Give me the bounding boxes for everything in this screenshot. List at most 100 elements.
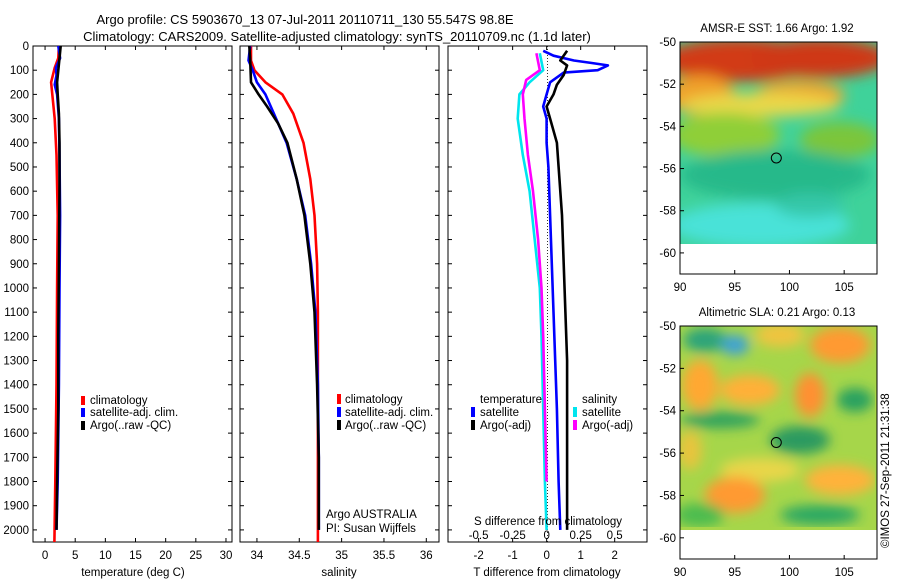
legend-label-climatology: climatology xyxy=(90,395,148,407)
sst-map-frame xyxy=(679,41,878,275)
depth-tick-label: 1200 xyxy=(3,331,29,343)
x-tick-label: 15 xyxy=(129,550,142,562)
figure-title-line-1: Argo profile: CS 5903670_13 07-Jul-2011 … xyxy=(96,12,513,27)
difference-panel: -2 -1 0 1 2 -0.5 -0.25 0 0.25 0.5 temperature sa… xyxy=(447,45,648,579)
depth-tick-label: 1400 xyxy=(3,380,29,392)
series-line-salinity-satellite xyxy=(516,53,548,530)
x-tick-label: 35 xyxy=(335,550,348,562)
x-tick-label: 0 xyxy=(543,550,549,562)
depth-tick-label: 900 xyxy=(10,259,29,271)
depth-tick-label: 1800 xyxy=(3,477,29,489)
float-position-marker xyxy=(770,437,782,448)
x-tick-label: -1 xyxy=(508,550,518,562)
map-lat-label: -58 xyxy=(659,490,676,502)
temperature-series xyxy=(49,45,62,543)
map-lon-label: 105 xyxy=(835,567,854,579)
x-tick-label: 1 xyxy=(577,550,583,562)
salinity-x-label: salinity xyxy=(321,567,356,579)
map-lon-label: 100 xyxy=(780,282,799,294)
depth-tick-label: 1100 xyxy=(4,307,29,319)
temperature-panel: 0100200300400500600700800900100011001200… xyxy=(3,41,233,579)
depth-tick-label: 1900 xyxy=(3,501,29,513)
depth-tick-label: 100 xyxy=(10,65,29,77)
map-lat-label: -58 xyxy=(659,206,676,218)
t-difference-label: T difference from climatology xyxy=(473,567,620,579)
x-tick-label: 20 xyxy=(159,550,172,562)
legend-title-salinity: salinity xyxy=(582,394,617,406)
map-lon-label: 90 xyxy=(674,282,687,294)
x-tick-label: 30 xyxy=(220,550,233,562)
legend-label-argo: Argo(..raw -QC) xyxy=(90,420,171,432)
legend-swatch-climatology xyxy=(81,396,85,405)
s-tick-label: -0.25 xyxy=(500,530,526,542)
x-tick-label: 10 xyxy=(99,550,112,562)
map-lat-label: -54 xyxy=(659,406,676,418)
map-lat-label: -54 xyxy=(659,121,676,133)
difference-legend: temperature satellite Argo(-adj) salinit… xyxy=(471,394,633,432)
sst-map-title: AMSR-E SST: 1.66 Argo: 1.92 xyxy=(700,23,853,35)
x-tick-label: 36 xyxy=(420,550,433,562)
s-difference-label: S difference from climatology xyxy=(474,516,622,528)
depth-tick-label: 0 xyxy=(23,41,29,53)
map-lat-label: -50 xyxy=(659,321,676,333)
map-lon-label: 95 xyxy=(728,282,741,294)
depth-tick-label: 2000 xyxy=(3,525,29,537)
s-tick-label: 0 xyxy=(543,530,549,542)
salinity-depth-ticks xyxy=(240,45,439,531)
principal-investigator-annotation: PI: Susan Wijffels xyxy=(326,523,416,535)
legend-label-t-satellite: satellite xyxy=(480,407,519,419)
legend-swatch-t-satellite xyxy=(471,407,475,417)
sst-heatmap xyxy=(680,42,877,244)
temperature-axes-frame xyxy=(32,45,233,543)
salinity-panel: 34 34.5 35 35.5 36 climatology satellite-adj… xyxy=(239,45,440,579)
legend-label-t-argo: Argo(-adj) xyxy=(480,420,531,432)
depth-tick-label: 1600 xyxy=(3,428,29,440)
depth-tick-label: 800 xyxy=(10,235,29,247)
x-tick-label: 34 xyxy=(251,550,264,562)
map-lon-label: 95 xyxy=(728,567,741,579)
legend-label-argo: Argo(..raw -QC) xyxy=(345,420,426,432)
legend-label-s-argo: Argo(-adj) xyxy=(582,420,633,432)
legend-label-s-satellite: satellite xyxy=(582,407,621,419)
sla-map-panel: Altimetric SLA: 0.21 Argo: 0.13 xyxy=(659,307,878,579)
depth-tick-label: 200 xyxy=(10,89,29,101)
map-lat-label: -56 xyxy=(659,448,676,460)
x-tick-label: -2 xyxy=(473,550,483,562)
map-lat-label: -50 xyxy=(659,37,676,49)
sla-heatmap xyxy=(680,326,877,530)
x-tick-label: 0 xyxy=(42,550,48,562)
legend-label-climatology: climatology xyxy=(345,394,403,406)
difference-series xyxy=(516,49,610,530)
depth-tick-label: 1300 xyxy=(3,356,29,368)
difference-depth-ticks xyxy=(448,45,647,531)
s-difference-tick-labels: -0.5 -0.25 0 0.25 0.5 xyxy=(469,530,623,542)
legend-label-satellite: satellite-adj. clim. xyxy=(90,407,178,419)
depth-tick-label: 1700 xyxy=(3,452,29,464)
salinity-ticks: 34 34.5 35 35.5 36 xyxy=(251,46,433,562)
series-line-satellite-adj-clim xyxy=(247,45,321,530)
series-line-temperature-argo-adj xyxy=(545,50,569,530)
depth-tick-label: 400 xyxy=(10,138,29,150)
float-owner-annotation: Argo AUSTRALIA xyxy=(326,509,417,521)
map-lat-label: -56 xyxy=(659,164,676,176)
map-lat-label: -60 xyxy=(659,248,676,260)
float-position-marker xyxy=(770,152,782,164)
sla-map-frame xyxy=(679,325,878,560)
depth-tick-label: 600 xyxy=(10,186,29,198)
s-tick-label: 0.5 xyxy=(607,530,623,542)
sst-map-panel: AMSR-E SST: 1.66 Argo: 1.92 90 95 100 105 -5… xyxy=(659,23,878,294)
depth-tick-label: 1500 xyxy=(3,404,29,416)
map-lat-label: -52 xyxy=(659,363,676,375)
depth-ticks: 0 100 200 300 400 500 600 700 800 900 1000 1100 1200… xyxy=(3,41,232,537)
x-tick-label: 5 xyxy=(72,550,78,562)
salinity-series xyxy=(247,45,321,542)
legend-title-temperature: temperature xyxy=(480,394,542,406)
temperature-ticks: 0 5 10 15 20 25 30 xyxy=(42,46,233,562)
map-lon-label: 100 xyxy=(780,567,799,579)
legend-swatch-argo xyxy=(337,420,341,430)
sla-map-title: Altimetric SLA: 0.21 Argo: 0.13 xyxy=(699,307,856,319)
series-line-climatology xyxy=(249,46,320,542)
series-line-salinity-argo-adj xyxy=(521,53,548,482)
depth-tick-label: 1000 xyxy=(3,283,29,295)
